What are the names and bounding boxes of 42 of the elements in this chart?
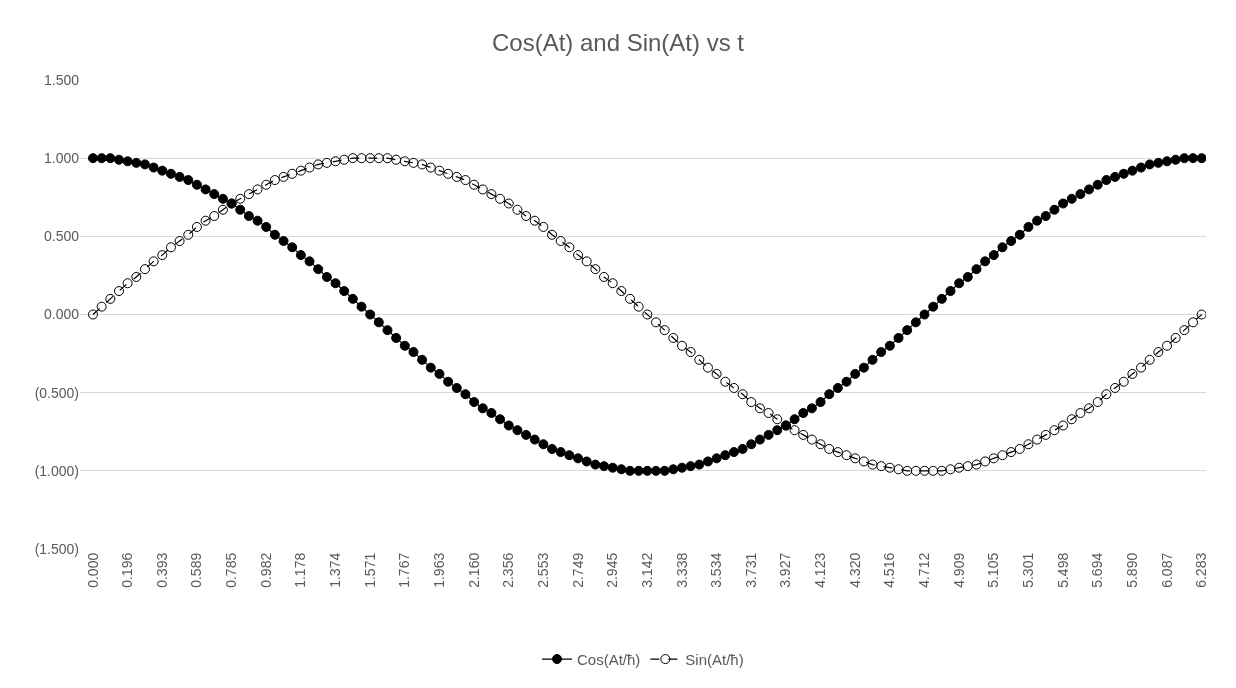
y-tick-label: (1.500) bbox=[34, 540, 79, 557]
y-tick-label: (0.500) bbox=[34, 384, 79, 401]
x-tick-label: 0.196 bbox=[119, 552, 136, 588]
x-tick-label: 4.320 bbox=[846, 552, 863, 588]
x-tick-label: 4.909 bbox=[950, 552, 967, 588]
x-tick-label: 2.749 bbox=[569, 552, 586, 588]
x-tick-label: 1.767 bbox=[396, 552, 413, 588]
x-tick-label: 2.356 bbox=[500, 552, 517, 588]
x-tick-label: 0.589 bbox=[188, 552, 205, 588]
legend-label: Sin(At/ħ) bbox=[685, 650, 744, 668]
x-tick-label: 2.553 bbox=[534, 552, 551, 588]
x-tick-label: 3.927 bbox=[777, 552, 794, 588]
x-tick-label: 0.982 bbox=[257, 552, 274, 588]
x-tick-label: 5.498 bbox=[1054, 552, 1071, 588]
x-tick-label: 0.393 bbox=[153, 552, 170, 588]
x-tick-label: 5.890 bbox=[1123, 552, 1140, 588]
y-tick-label: 0.000 bbox=[43, 306, 80, 323]
x-tick-label: 3.142 bbox=[638, 552, 655, 588]
x-tick-label: 5.301 bbox=[1019, 552, 1036, 588]
x-tick-label: 0.785 bbox=[223, 552, 240, 588]
x-tick-label: 1.571 bbox=[361, 552, 378, 588]
x-tick-label: 3.731 bbox=[742, 552, 759, 588]
x-tick-label: 2.160 bbox=[465, 552, 482, 588]
x-tick-label: 3.534 bbox=[708, 552, 725, 588]
x-tick-label: 2.945 bbox=[604, 552, 621, 588]
x-tick-label: 4.516 bbox=[881, 552, 898, 588]
x-tick-label: 5.105 bbox=[985, 552, 1002, 588]
x-tick-label: 1.374 bbox=[327, 552, 344, 588]
y-tick-label: 0.500 bbox=[43, 228, 80, 245]
y-tick-label: (1.000) bbox=[34, 462, 79, 479]
x-tick-label: 6.087 bbox=[1158, 552, 1175, 588]
x-tick-label: 1.963 bbox=[431, 552, 447, 588]
legend-label: Cos(At/ħ) bbox=[577, 650, 641, 668]
x-tick-label: 1.178 bbox=[292, 552, 309, 588]
x-tick-label: 6.283 bbox=[1193, 552, 1210, 588]
x-tick-label: 3.338 bbox=[673, 552, 690, 588]
y-tick-label: 1.500 bbox=[43, 71, 80, 88]
x-tick-label: 5.694 bbox=[1089, 552, 1106, 588]
y-tick-label: 1.000 bbox=[43, 150, 80, 167]
chart-title: Cos(At) and Sin(At) vs t bbox=[491, 29, 745, 57]
x-tick-label: 4.123 bbox=[812, 552, 829, 588]
x-tick-label: 4.712 bbox=[916, 552, 933, 588]
